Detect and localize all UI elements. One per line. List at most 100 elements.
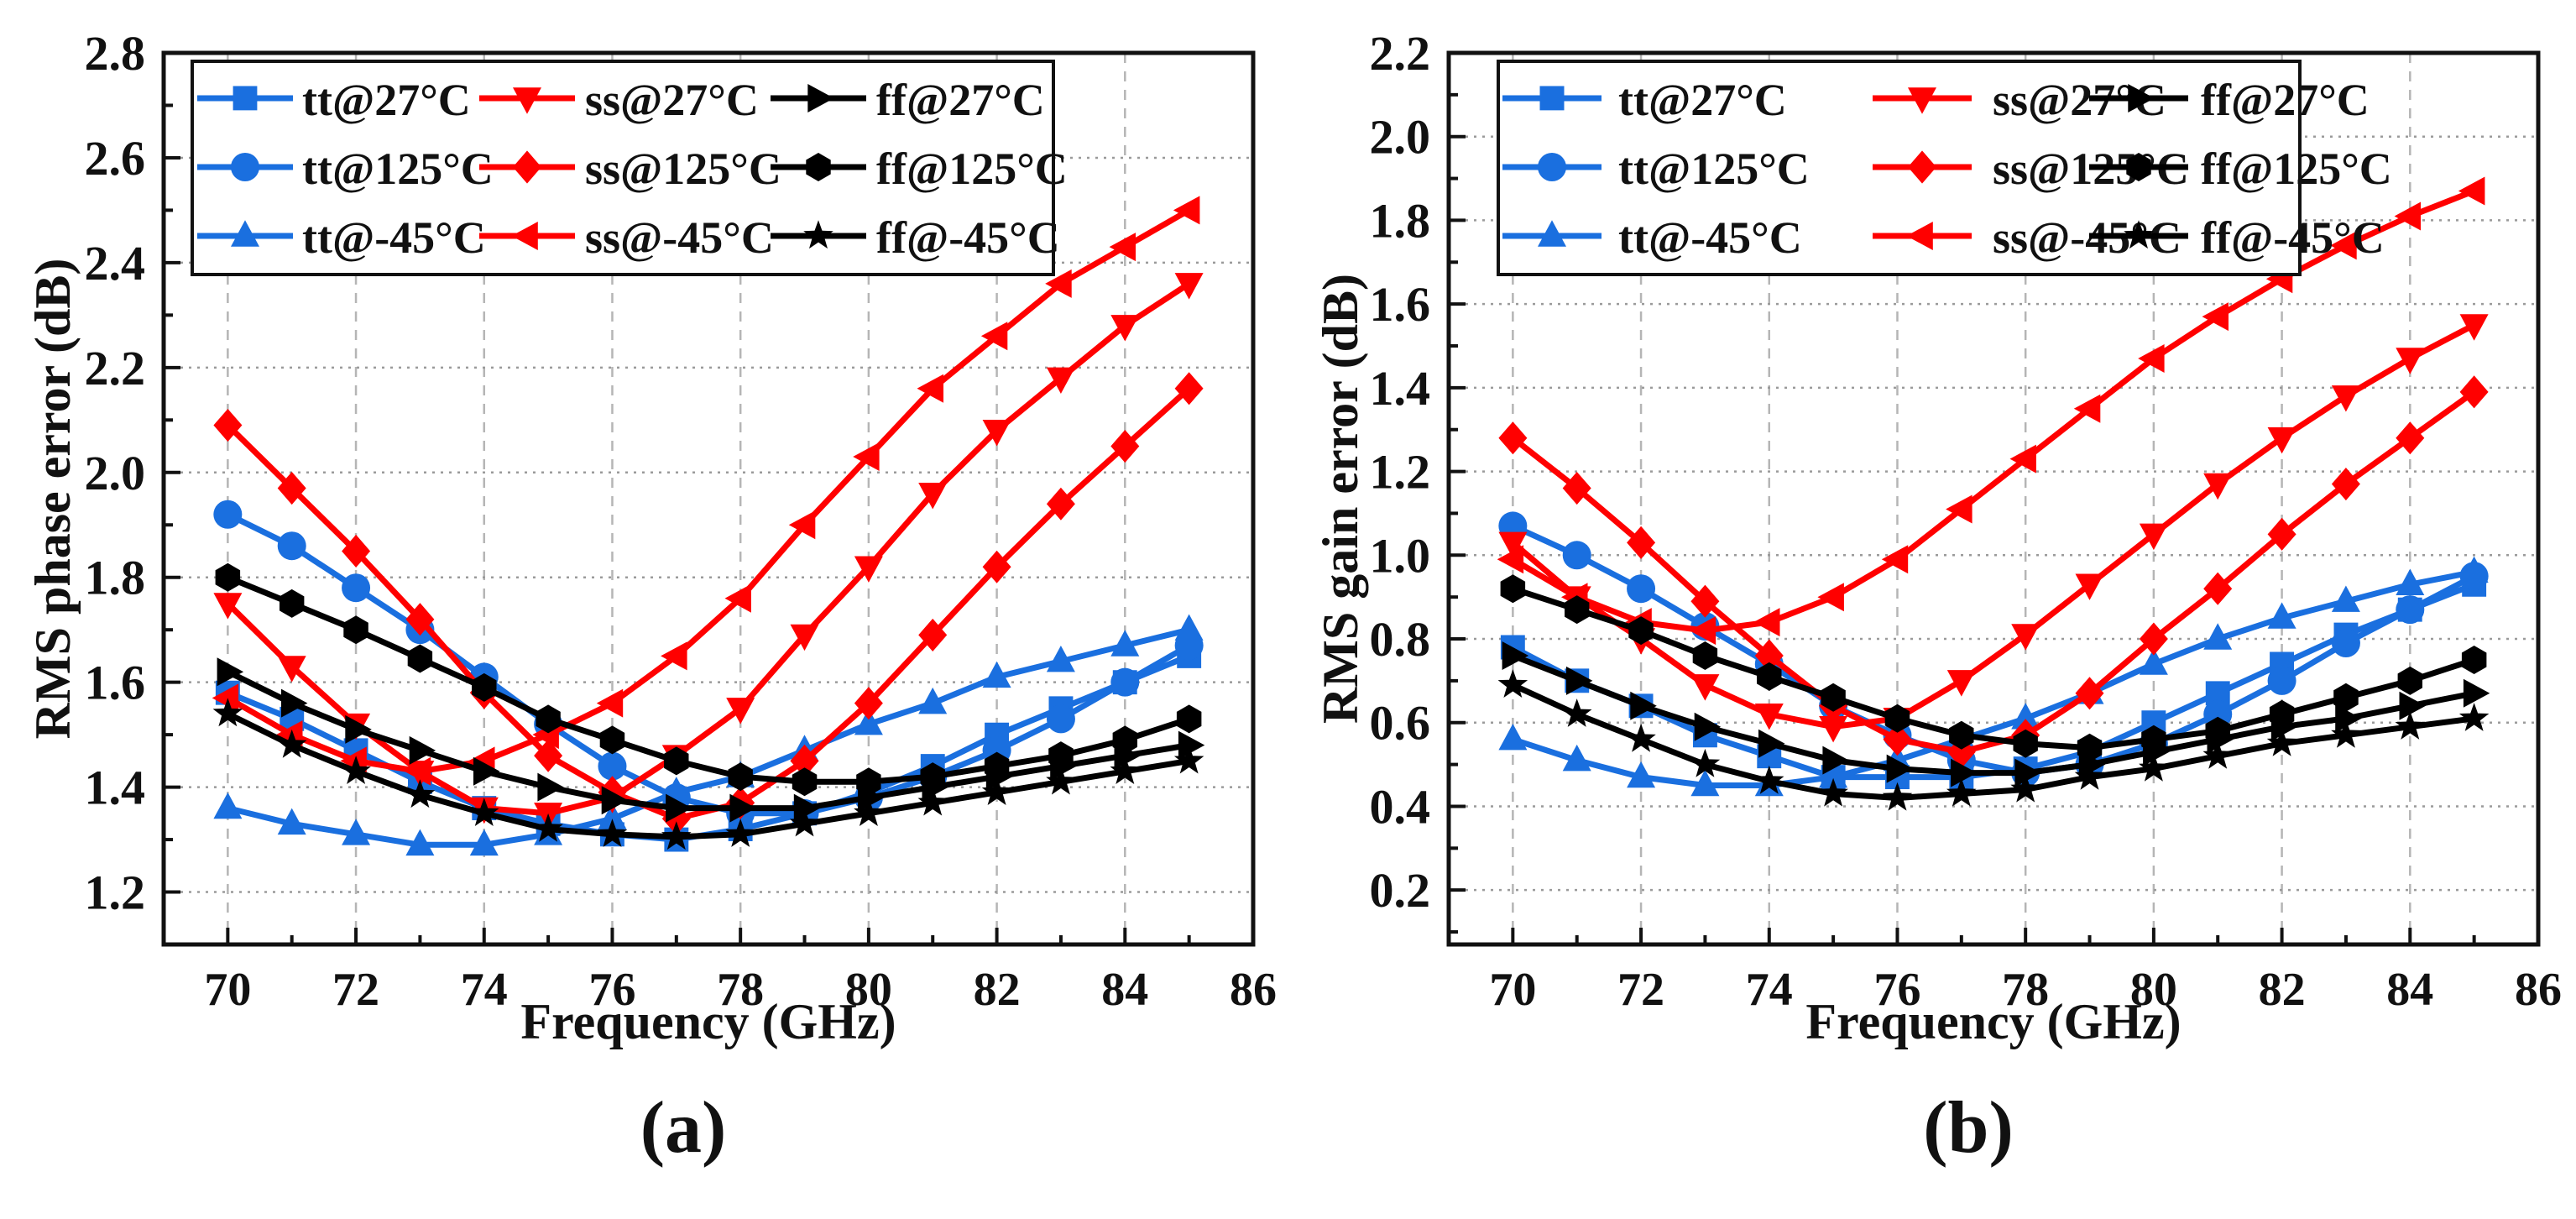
data-point-diamond <box>1174 372 1204 405</box>
y-axis-title: RMS gain error (dB) <box>1313 274 1368 724</box>
data-point-triangle-left <box>1689 616 1716 646</box>
data-point-hexagon <box>343 615 368 645</box>
data-point-hexagon <box>2397 666 2422 695</box>
legend-marker-triangle-up <box>1538 220 1566 247</box>
data-point-triangle-right <box>345 714 372 744</box>
data-point-star <box>1882 782 1913 811</box>
legend-label: ff@27°C <box>2201 75 2370 125</box>
x-tick-label: 70 <box>204 964 251 1016</box>
data-point-triangle-right <box>1822 746 1849 775</box>
data-point-triangle-right <box>1566 666 1593 695</box>
x-tick-label: 76 <box>588 964 635 1016</box>
data-point-hexagon <box>2013 729 2038 758</box>
data-point-triangle-right <box>1758 729 1785 758</box>
panel-label: (b) <box>1923 1087 2014 1169</box>
data-point-circle <box>1627 574 1656 604</box>
data-point-hexagon <box>1628 616 1654 646</box>
series-ff-7 <box>1500 574 2487 762</box>
data-point-hexagon <box>2461 646 2487 674</box>
data-point-star <box>405 779 436 808</box>
legend-label: ff@-45°C <box>876 212 1060 263</box>
legend-marker-circle <box>231 153 259 181</box>
data-point-triangle-up <box>2459 556 2489 583</box>
data-point-circle <box>213 500 243 529</box>
data-point-triangle-right <box>217 657 244 687</box>
data-point-circle <box>2331 629 2360 658</box>
data-point-hexagon <box>1048 741 1074 771</box>
data-point-triangle-down <box>2267 427 2296 454</box>
data-point-hexagon <box>2077 733 2103 762</box>
data-point-hexagon <box>2333 683 2359 712</box>
data-point-hexagon <box>728 762 753 792</box>
y-tick-label: 2.2 <box>1370 26 1431 81</box>
legend-entry: ff@125°C <box>2089 144 2392 194</box>
data-point-star <box>917 787 948 816</box>
data-point-triangle-left <box>2202 302 2229 332</box>
data-point-hexagon <box>1565 595 1590 625</box>
data-point-star <box>533 813 563 842</box>
y-tick-label: 2.0 <box>85 446 146 500</box>
data-point-hexagon <box>536 704 561 734</box>
series-line <box>1512 585 2475 751</box>
data-point-star <box>1173 745 1204 774</box>
data-point-diamond <box>1627 526 1656 559</box>
chart-panel-b: 70 72 74 76 78 80 82 84 86 0.2 0.4 0.6 0.8 1.0 1.2 1.4 1… <box>1313 26 2562 1169</box>
legend-marker-triangle-left <box>511 222 538 250</box>
data-point-triangle-down <box>1498 531 1528 559</box>
data-point-hexagon <box>1692 641 1718 670</box>
x-axis-title: Frequency (GHz) <box>1805 994 2181 1049</box>
data-point-diamond <box>342 534 371 568</box>
y-tick-label: 1.0 <box>1370 528 1431 583</box>
legend-entry: tt@125°C <box>197 144 494 194</box>
data-point-triangle-left <box>1109 233 1136 262</box>
legend-entry: tt@-45°C <box>197 212 486 263</box>
data-point-triangle-left <box>2073 394 2101 423</box>
data-point-triangle-up <box>1498 724 1528 751</box>
data-point-triangle-down <box>2459 314 2489 341</box>
legend-marker-diamond <box>1908 150 1936 184</box>
data-point-triangle-right <box>666 793 692 823</box>
data-point-star <box>276 729 307 758</box>
legend-label: tt@-45°C <box>1618 212 1802 263</box>
data-point-triangle-right <box>2399 691 2426 720</box>
data-point-star <box>854 798 884 826</box>
y-tick-label: 0.2 <box>1370 863 1431 918</box>
data-point-triangle-down <box>1754 704 1784 730</box>
series-line <box>1511 322 2476 730</box>
x-tick-label: 74 <box>461 964 508 1016</box>
legend-entry: ff@-45°C <box>771 212 1060 263</box>
legend-entry: ff@125°C <box>771 144 1068 194</box>
legend-box <box>191 60 1055 276</box>
data-point-star <box>661 821 692 850</box>
series-line <box>226 710 1190 840</box>
data-point-triangle-right <box>281 688 308 718</box>
plot-frame <box>161 50 1256 947</box>
x-tick-label: 72 <box>332 964 379 1016</box>
legend-entry: ss@-45°C <box>1873 212 2182 263</box>
series-line <box>1511 390 2476 756</box>
data-point-star <box>2266 728 2297 756</box>
data-point-circle <box>1046 704 1075 734</box>
legend-marker-triangle-up <box>231 220 259 247</box>
legend-entry: ff@27°C <box>771 75 1045 125</box>
y-tick-label: 1.8 <box>1370 193 1431 248</box>
data-point-diamond <box>534 739 563 772</box>
data-point-circle <box>2267 666 2296 695</box>
y-tick-label: 1.4 <box>85 761 146 815</box>
data-point-triangle-right <box>601 786 629 815</box>
data-point-star <box>2395 711 2426 740</box>
data-point-hexagon <box>1949 720 1974 750</box>
data-point-triangle-left <box>853 442 880 471</box>
legend-label: ss@27°C <box>585 75 759 125</box>
x-tick-label: 82 <box>974 964 1021 1016</box>
data-point-diamond <box>982 550 1011 583</box>
data-point-triangle-down <box>2075 573 2104 600</box>
data-point-triangle-down <box>2203 473 2233 500</box>
data-point-circle <box>1562 541 1591 570</box>
x-tick-label: 70 <box>1489 964 1536 1016</box>
data-point-hexagon <box>599 725 625 755</box>
data-point-triangle-up <box>918 687 948 714</box>
data-point-triangle-up <box>1690 769 1720 797</box>
series-line <box>226 207 1191 775</box>
series-ff-6 <box>1502 641 2490 787</box>
